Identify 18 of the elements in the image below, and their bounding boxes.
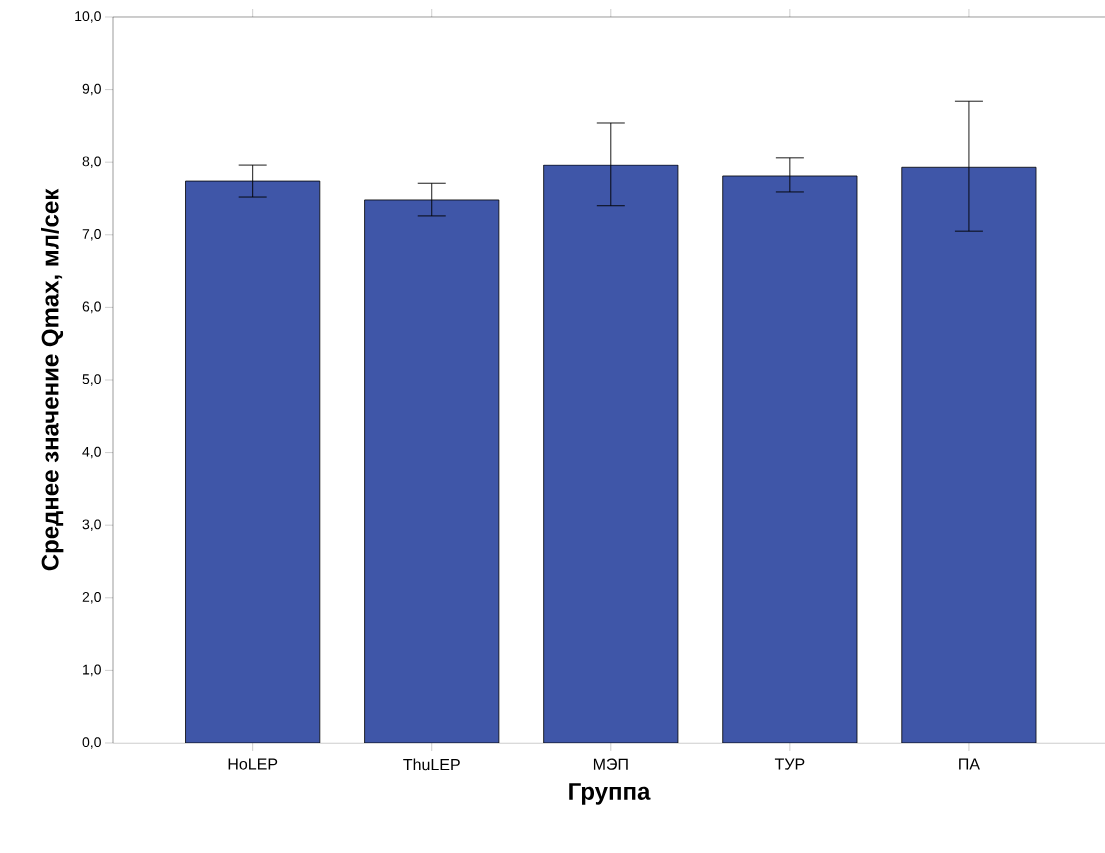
x-tick-label: ПА	[959, 758, 980, 770]
y-tick-label: 6,0	[82, 301, 101, 314]
y-tick-label: 3,0	[82, 519, 101, 531]
y-tick-label: 0,0	[82, 737, 101, 749]
x-tick-label: HoLEP	[228, 758, 278, 770]
x-tick-label: МЭП	[593, 758, 628, 770]
x-tick-label: ТУР	[774, 758, 805, 770]
y-tick-label: 8,0	[82, 156, 101, 168]
y-tick-label: 9,0	[82, 83, 101, 96]
y-tick-label: 5,0	[82, 374, 101, 386]
y-tick-label: 4,0	[82, 446, 101, 459]
y-tick-label: 7,0	[82, 228, 101, 241]
x-axis-title: Группа	[569, 783, 651, 805]
y-tick-label: 1,0	[83, 664, 101, 677]
x-tick-label: ThuLEP	[403, 758, 460, 771]
y-tick-label: 2,0	[82, 591, 101, 604]
y-axis-title: Среднее значение Qmax, мл/сек	[40, 188, 64, 571]
y-tick-label: 10,0	[75, 11, 101, 23]
